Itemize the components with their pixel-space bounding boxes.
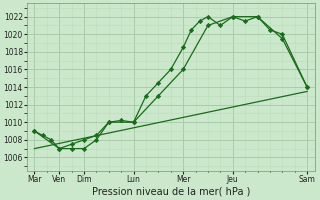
X-axis label: Pression niveau de la mer( hPa ): Pression niveau de la mer( hPa ): [92, 187, 250, 197]
